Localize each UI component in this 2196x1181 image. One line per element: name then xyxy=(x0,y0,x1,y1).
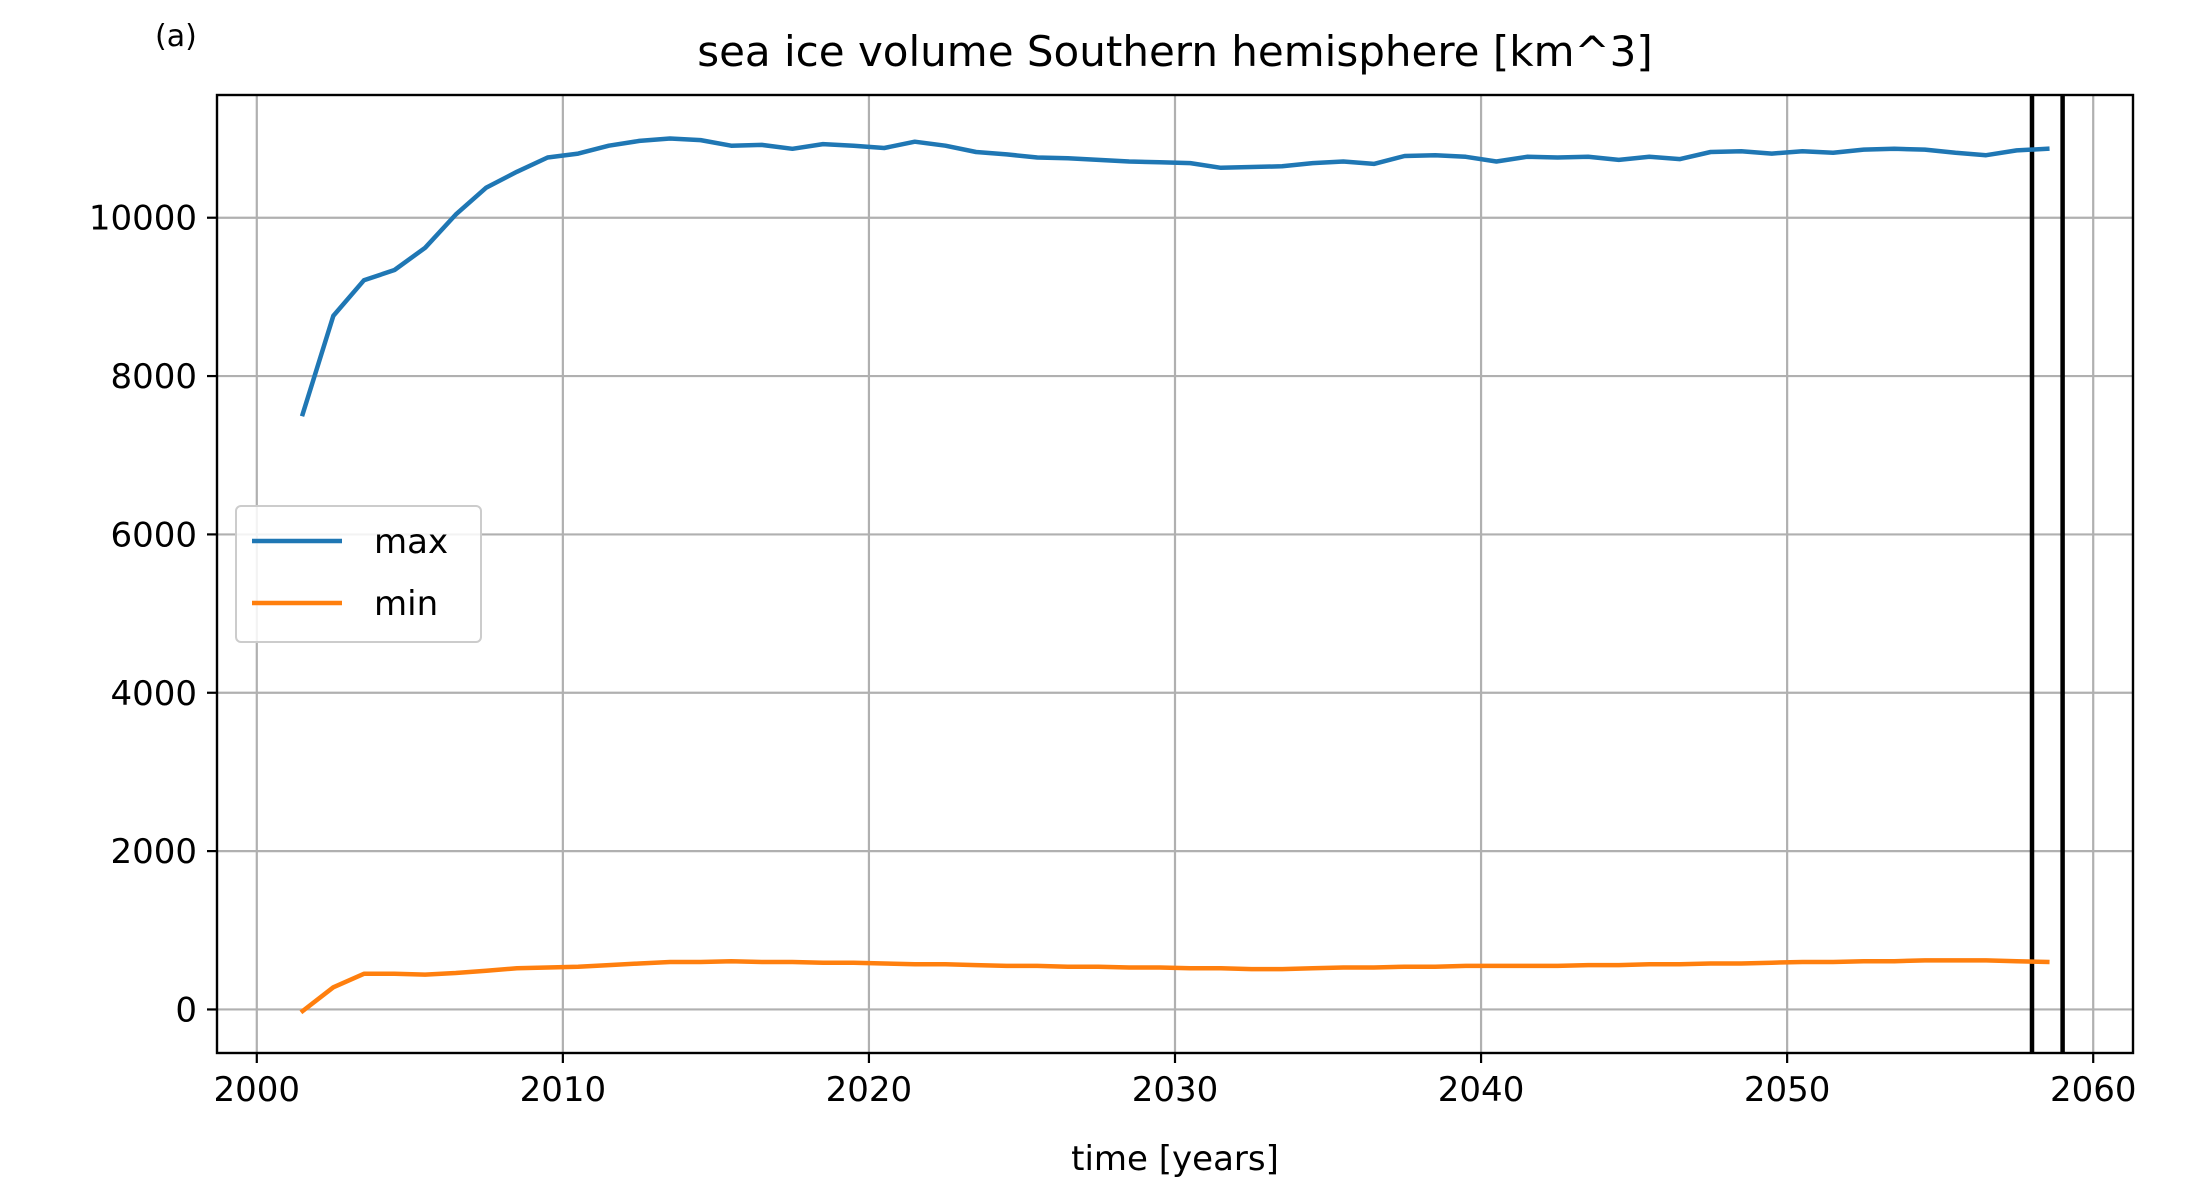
x-tick-label: 2000 xyxy=(214,1070,301,1110)
x-tick-label: 2040 xyxy=(1438,1070,1525,1110)
x-axis: 2000 2010 2020 2030 2040 2050 2060 xyxy=(214,1053,2137,1110)
series-line-max xyxy=(299,136,2050,417)
legend-label-max: max xyxy=(374,522,448,562)
x-tick-label: 2020 xyxy=(826,1070,913,1110)
y-tick-label: 8000 xyxy=(110,357,197,397)
y-tick-label: 4000 xyxy=(110,674,197,714)
chart-title: sea ice volume Southern hemisphere [km^3… xyxy=(697,27,1653,76)
panel-label: (a) xyxy=(155,19,197,54)
y-tick-label: 2000 xyxy=(110,832,197,872)
series-lines xyxy=(299,136,2050,1015)
x-tick-label: 2060 xyxy=(2050,1070,2137,1110)
x-axis-label: time [years] xyxy=(1071,1139,1279,1179)
legend: max min xyxy=(235,505,482,643)
y-axis: 0 2000 4000 6000 8000 10000 xyxy=(89,199,217,1030)
y-tick-label: 10000 xyxy=(89,199,197,239)
x-tick-label: 2050 xyxy=(1744,1070,1831,1110)
y-tick-label: 6000 xyxy=(110,515,197,555)
x-tick-label: 2030 xyxy=(1132,1070,1219,1110)
series-line-min xyxy=(299,958,2050,1015)
x-tick-label: 2010 xyxy=(520,1070,607,1110)
vertical-markers xyxy=(2029,95,2065,1053)
legend-label-min: min xyxy=(374,584,438,624)
grid xyxy=(217,95,2133,1053)
y-tick-label: 0 xyxy=(175,990,197,1030)
